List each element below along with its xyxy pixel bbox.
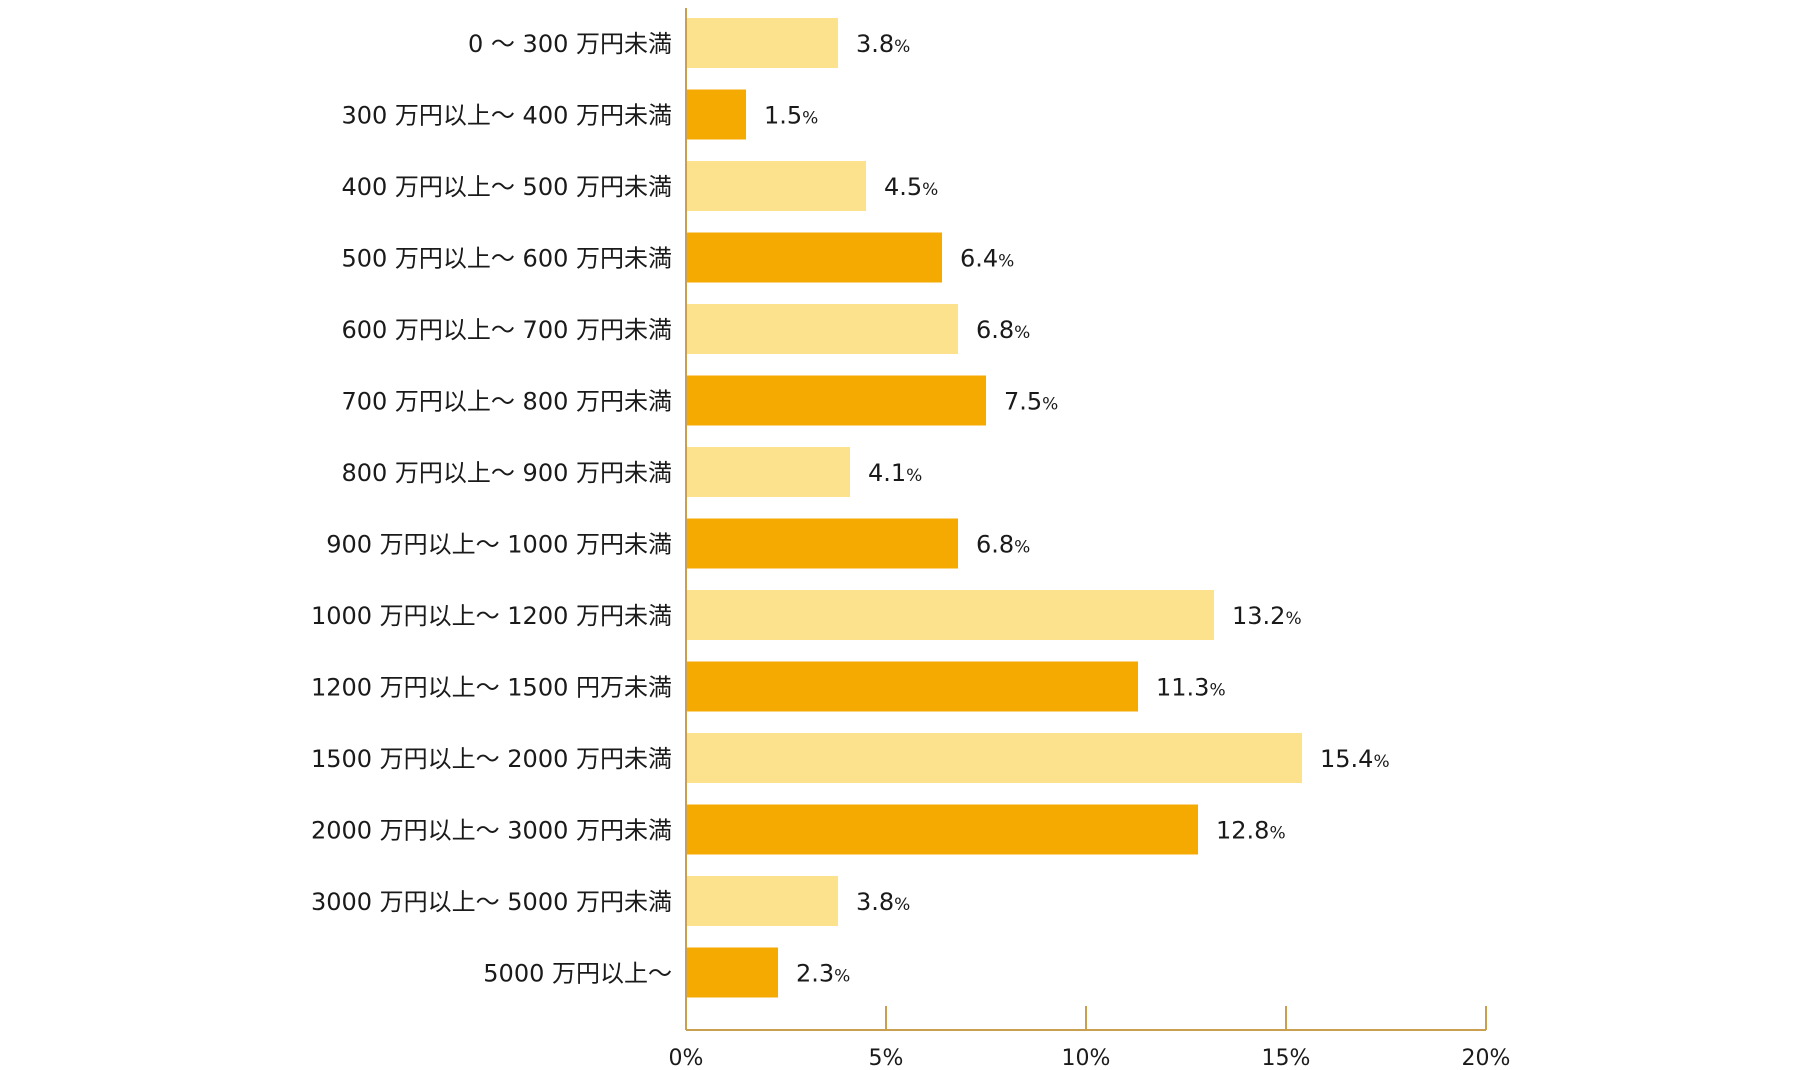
category-label-3: 500 万円以上〜 600 万円未満: [341, 245, 672, 273]
value-label-11: 12.8%: [1216, 817, 1286, 845]
category-label-1: 300 万円以上〜 400 万円未満: [341, 102, 672, 130]
bar-7: [686, 518, 958, 569]
category-label-11: 2000 万円以上〜 3000 万円未満: [311, 817, 672, 845]
value-label-6: 4.1%: [868, 459, 922, 487]
value-label-8: 13.2%: [1232, 602, 1302, 630]
category-label-4: 600 万円以上〜 700 万円未満: [341, 316, 672, 344]
value-label-12: 3.8%: [856, 888, 910, 916]
bar-2: [686, 161, 866, 211]
x-tick-label-2: 10%: [1062, 1046, 1111, 1070]
category-label-9: 1200 万円以上〜 1500 円万未満: [311, 674, 672, 702]
x-tick-label-3: 15%: [1262, 1046, 1311, 1070]
category-label-5: 700 万円以上〜 800 万円未満: [341, 388, 672, 416]
value-label-2: 4.5%: [884, 173, 938, 201]
category-label-10: 1500 万円以上〜 2000 万円未満: [311, 745, 672, 773]
bar-12: [686, 876, 838, 926]
value-label-3: 6.4%: [960, 245, 1014, 273]
x-tick-label-4: 20%: [1462, 1046, 1511, 1070]
value-label-4: 6.8%: [976, 316, 1030, 344]
bar-0: [686, 18, 838, 68]
bar-13: [686, 947, 778, 998]
value-label-5: 7.5%: [1004, 388, 1058, 416]
x-tick-label-0: 0%: [669, 1046, 704, 1070]
category-label-8: 1000 万円以上〜 1200 万円未満: [311, 602, 672, 630]
value-label-13: 2.3%: [796, 960, 850, 988]
value-label-7: 6.8%: [976, 531, 1030, 559]
category-labels-layer: 0 〜 300 万円未満 300 万円以上〜 400 万円未満 400 万円以上〜 …: [311, 30, 672, 988]
bars-layer: [686, 18, 1302, 998]
category-label-2: 400 万円以上〜 500 万円未満: [341, 173, 672, 201]
axis-layer: 0% 5% 10% 15% 20%: [669, 8, 1511, 1070]
value-labels-layer: 3.8% 1.5% 4.5% 6.4% 6.8% 7.5% 4.1% 6.8% 13.2% 11.…: [764, 30, 1390, 988]
category-label-12: 3000 万円以上〜 5000 万円未満: [311, 888, 672, 916]
bar-11: [686, 804, 1198, 855]
bar-4: [686, 304, 958, 354]
bar-9: [686, 661, 1138, 712]
bar-1: [686, 89, 746, 140]
value-label-10: 15.4%: [1320, 745, 1390, 773]
bar-3: [686, 232, 942, 283]
category-label-6: 800 万円以上〜 900 万円未満: [341, 459, 672, 487]
category-label-13: 5000 万円以上〜: [483, 960, 672, 988]
x-tick-label-1: 5%: [869, 1046, 904, 1070]
bar-5: [686, 375, 986, 426]
category-label-7: 900 万円以上〜 1000 万円未満: [326, 531, 672, 559]
category-label-0: 0 〜 300 万円未満: [468, 30, 672, 58]
value-label-9: 11.3%: [1156, 674, 1226, 702]
bar-6: [686, 447, 850, 497]
value-label-0: 3.8%: [856, 30, 910, 58]
bar-8: [686, 590, 1214, 640]
bar-10: [686, 733, 1302, 783]
value-label-1: 1.5%: [764, 102, 818, 130]
